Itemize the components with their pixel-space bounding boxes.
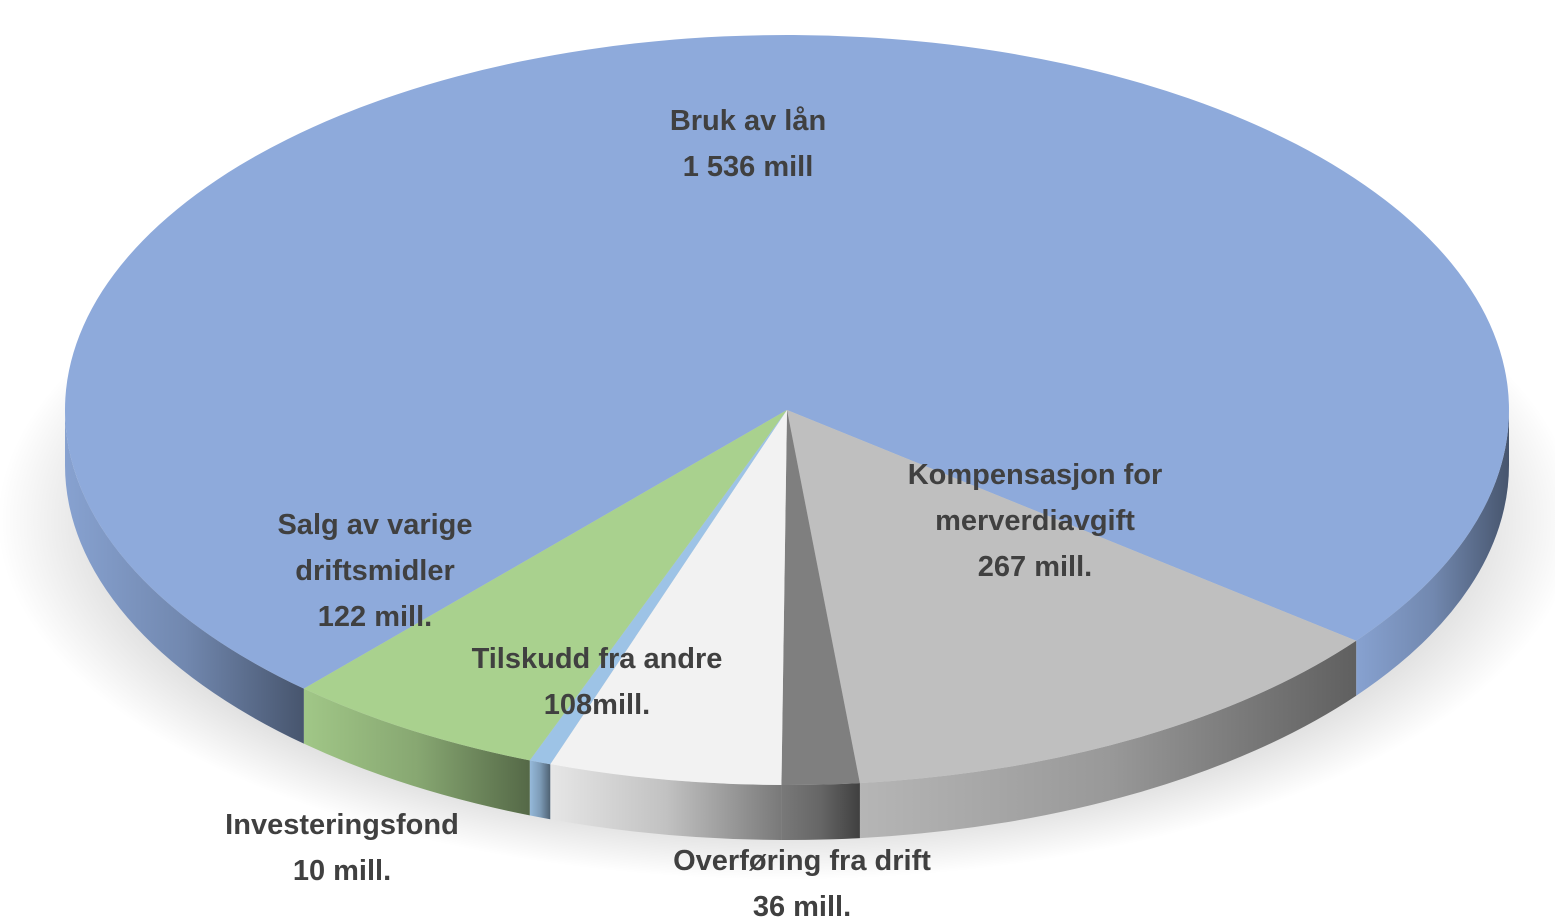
slice: [303, 410, 787, 761]
category-label: Bruk av lån: [669, 105, 827, 137]
category-label: Salg av varige driftsmidler: [277, 509, 473, 587]
slice-side-shade: [1356, 410, 1509, 696]
category-label: Kompensasjon for merverdiavgift: [907, 459, 1163, 537]
slice-label: Kompensasjon for merverdiavgift 267 mill.: [875, 452, 1195, 590]
slice: [64, 34, 1509, 689]
slice-side-shade: [303, 688, 530, 816]
value-label: 108mill.: [543, 689, 651, 721]
value-label: 10 mill.: [292, 855, 392, 887]
slice-side-shade: [529, 760, 551, 820]
slice: [781, 410, 860, 785]
slice-side-shade: [781, 783, 860, 841]
value-label: 267 mill.: [977, 551, 1093, 583]
slice: [550, 410, 787, 785]
slice-label: Tilskudd fra andre 108mill.: [437, 636, 757, 728]
slice-label: Salg av varige driftsmidler 122 mill.: [255, 502, 495, 640]
slice-label: Overføring fra drift 36 mill.: [602, 838, 1002, 919]
slice: [529, 410, 787, 765]
value-label: 1 536 mill: [682, 151, 814, 183]
category-label: Tilskudd fra andre: [471, 643, 723, 675]
slice-side-shade: [550, 764, 782, 840]
value-label: 122 mill.: [317, 601, 433, 633]
slice: [787, 410, 1357, 784]
category-label: Investeringsfond: [225, 809, 459, 841]
category-label: Overføring fra drift: [673, 845, 931, 877]
slice-label: Bruk av lån 1 536 mill: [548, 98, 948, 190]
slice-label: Investeringsfond 10 mill.: [172, 802, 512, 894]
value-label: 36 mill.: [752, 891, 852, 919]
slice-side-shade: [859, 640, 1357, 839]
slice-side-shade: [65, 410, 304, 744]
